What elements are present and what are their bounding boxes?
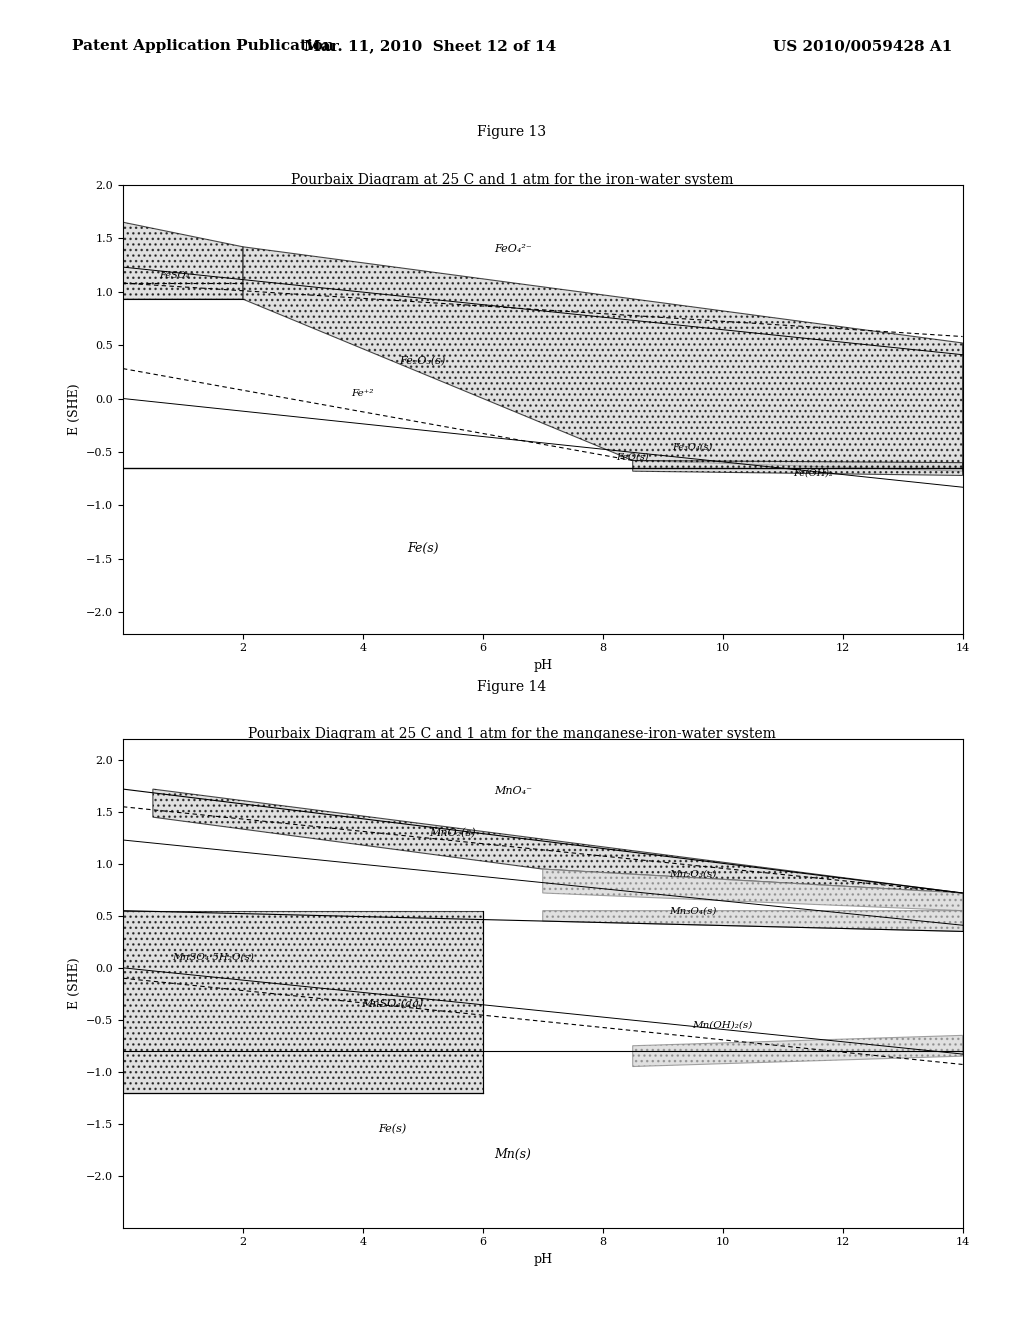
Polygon shape — [543, 869, 963, 911]
Y-axis label: E (SHE): E (SHE) — [68, 957, 81, 1010]
Text: Figure 14: Figure 14 — [477, 680, 547, 694]
Text: Pourbaix Diagram at 25 C and 1 atm for the manganese-iron-water system: Pourbaix Diagram at 25 C and 1 atm for t… — [248, 727, 776, 742]
Text: Fe(s): Fe(s) — [407, 541, 438, 554]
Text: Mn(OH)₂(s): Mn(OH)₂(s) — [692, 1020, 753, 1030]
Text: Fe₂O₃(s): Fe₂O₃(s) — [399, 356, 446, 366]
Text: Fe₃O₄(s): Fe₃O₄(s) — [673, 442, 713, 451]
Text: Pourbaix Diagram at 25 C and 1 atm for the iron-water system: Pourbaix Diagram at 25 C and 1 atm for t… — [291, 173, 733, 187]
Polygon shape — [633, 1035, 963, 1067]
Text: Mn₂O₃(s): Mn₂O₃(s) — [669, 870, 717, 879]
Text: MnSO₄·5H₂O(s): MnSO₄·5H₂O(s) — [172, 953, 254, 962]
Text: FeSO₄⁺: FeSO₄⁺ — [159, 271, 195, 280]
Text: FeO₄²⁻: FeO₄²⁻ — [494, 244, 531, 253]
Polygon shape — [243, 247, 963, 471]
Polygon shape — [153, 789, 963, 894]
Polygon shape — [123, 222, 243, 300]
Text: Fe⁺²: Fe⁺² — [351, 388, 374, 397]
Polygon shape — [123, 911, 482, 1093]
Text: Fe(OH)₂: Fe(OH)₂ — [793, 469, 833, 478]
Y-axis label: E (SHE): E (SHE) — [68, 383, 81, 436]
Text: MnO₄⁻: MnO₄⁻ — [494, 787, 531, 796]
Text: Patent Application Publication: Patent Application Publication — [72, 40, 334, 53]
Text: US 2010/0059428 A1: US 2010/0059428 A1 — [773, 40, 952, 53]
Polygon shape — [633, 461, 963, 475]
Text: Mn₃O₄(s): Mn₃O₄(s) — [669, 906, 717, 915]
X-axis label: pH: pH — [534, 1253, 552, 1266]
Text: FeO(s): FeO(s) — [616, 453, 649, 462]
Text: Mn(s): Mn(s) — [495, 1148, 531, 1162]
Text: MnSO₄(aq): MnSO₄(aq) — [361, 999, 424, 1010]
Text: Mar. 11, 2010  Sheet 12 of 14: Mar. 11, 2010 Sheet 12 of 14 — [304, 40, 556, 53]
Text: Figure 13: Figure 13 — [477, 125, 547, 140]
Text: MnO₂(s): MnO₂(s) — [429, 828, 476, 838]
X-axis label: pH: pH — [534, 659, 552, 672]
Text: Fe(s): Fe(s) — [379, 1123, 407, 1134]
Polygon shape — [543, 911, 963, 932]
